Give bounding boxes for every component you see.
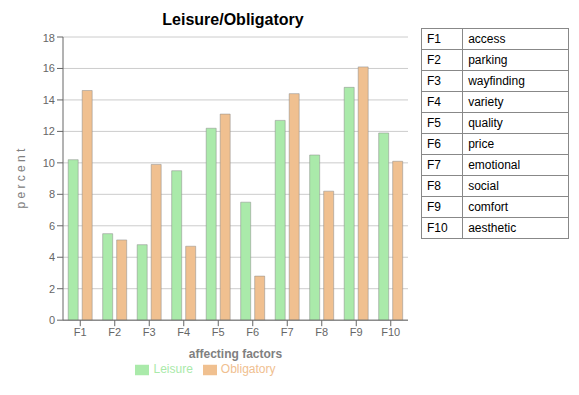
svg-text:0: 0	[49, 314, 55, 326]
html-text:F10: F10	[427, 221, 448, 235]
html-text:access: access	[468, 32, 506, 46]
html-text:F7: F7	[427, 158, 441, 172]
svg-text:F3: F3	[143, 326, 156, 338]
html-text:Leisure/Obligatory: Leisure/Obligatory	[162, 11, 304, 28]
svg-text:F5: F5	[212, 326, 225, 338]
svg-text:affecting factors: affecting factors	[189, 347, 283, 361]
html-text:Leisure: Leisure	[153, 362, 193, 377]
html-text:F8: F8	[427, 179, 441, 193]
svg-text:6: 6	[49, 220, 55, 232]
svg-text:10: 10	[43, 157, 55, 169]
svg-text:p e r c e n t: p e r c e n t	[14, 148, 28, 209]
html-text:comfort: comfort	[468, 200, 509, 214]
html-text:variety: variety	[468, 95, 504, 109]
html-text:aesthetic: aesthetic	[468, 221, 517, 235]
svg-text:16: 16	[43, 62, 55, 74]
svg-text:F10: F10	[381, 326, 400, 338]
svg-text:F4: F4	[177, 326, 190, 338]
svg-text:F2: F2	[108, 326, 121, 338]
svg-text:2: 2	[49, 283, 55, 295]
svg-text:12: 12	[43, 125, 55, 137]
html-text:quality: quality	[468, 116, 503, 130]
html-text:F6: F6	[427, 137, 441, 151]
html-text:F2: F2	[427, 53, 441, 67]
html-text:F1: F1	[427, 32, 441, 46]
svg-text:4: 4	[49, 251, 55, 263]
html-text:F3: F3	[427, 74, 441, 88]
svg-text:F1: F1	[74, 326, 87, 338]
svg-text:F6: F6	[246, 326, 259, 338]
html-text:F4: F4	[427, 95, 441, 109]
html-text:social: social	[468, 179, 499, 193]
html-text:emotional: emotional	[468, 158, 521, 172]
html-text:F9: F9	[427, 200, 441, 214]
html-text:wayfinding: wayfinding	[468, 74, 525, 88]
html-text:price: price	[468, 137, 495, 151]
svg-text:F9: F9	[350, 326, 363, 338]
html-text:F5: F5	[427, 116, 441, 130]
svg-text:14: 14	[43, 94, 55, 106]
svg-text:8: 8	[49, 188, 55, 200]
html-text:parking: parking	[468, 53, 508, 67]
svg-text:F8: F8	[315, 326, 328, 338]
svg-text:F7: F7	[281, 326, 294, 338]
html-text:Obligatory: Obligatory	[220, 362, 276, 377]
svg-text:18: 18	[43, 32, 55, 44]
